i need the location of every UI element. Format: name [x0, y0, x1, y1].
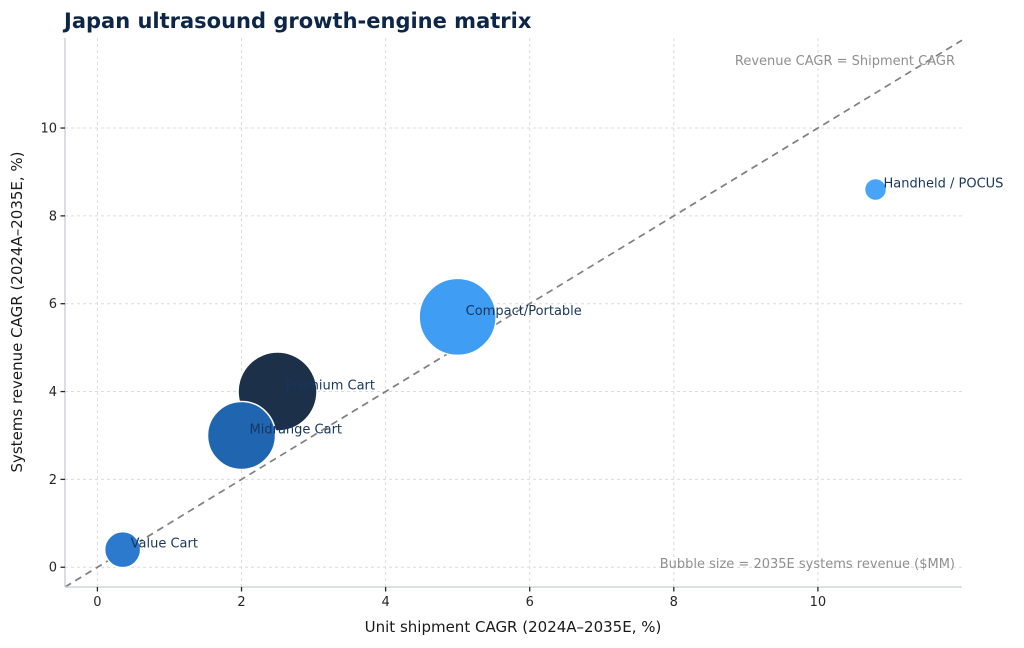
- bubble-midrange-cart: [206, 400, 277, 471]
- bubble-label-value-cart: Value Cart: [131, 537, 198, 552]
- x-tick-label: 10: [810, 595, 827, 610]
- bubble-size-note: Bubble size = 2035E systems revenue ($MM…: [660, 557, 955, 572]
- bubble-compact-portable: [418, 277, 497, 357]
- tick-layer: 0 2 4 6 8 10 0 2 4 6 8 10: [40, 122, 826, 610]
- bubble-label-midrange-cart: Midrange Cart: [250, 422, 343, 437]
- bubble-label-premium-cart: Premium Cart: [286, 379, 375, 394]
- y-tick-label: 10: [40, 122, 57, 137]
- y-tick-label: 4: [49, 385, 57, 400]
- x-axis-label: Unit shipment CAGR (2024A–2035E, %): [365, 618, 662, 636]
- x-tick-label: 0: [93, 595, 101, 610]
- y-axis-label: Systems revenue CAGR (2024A–2035E, %): [8, 151, 26, 472]
- grid-layer: [65, 38, 962, 587]
- y-tick-label: 6: [49, 297, 57, 312]
- x-tick-label: 8: [670, 595, 678, 610]
- y-tick-label: 2: [49, 473, 57, 488]
- x-tick-label: 4: [381, 595, 389, 610]
- x-tick-label: 2: [237, 595, 245, 610]
- bubble-label-compact-portable: Compact/Portable: [466, 304, 582, 319]
- y-tick-label: 8: [49, 209, 57, 224]
- reference-line-label: Revenue CAGR = Shipment CAGR: [735, 54, 955, 69]
- bubble-layer: Value Cart Midrange Cart Premium Cart Compa…: [103, 177, 1004, 569]
- x-tick-label: 6: [526, 595, 534, 610]
- bubble-value-cart: [103, 530, 142, 569]
- y-tick-label: 0: [49, 561, 57, 576]
- bubble-handheld-pocus: [863, 177, 888, 202]
- bubble-label-handheld-pocus: Handheld / POCUS: [884, 177, 1004, 192]
- chart-title: Japan ultrasound growth-engine matrix: [62, 9, 532, 33]
